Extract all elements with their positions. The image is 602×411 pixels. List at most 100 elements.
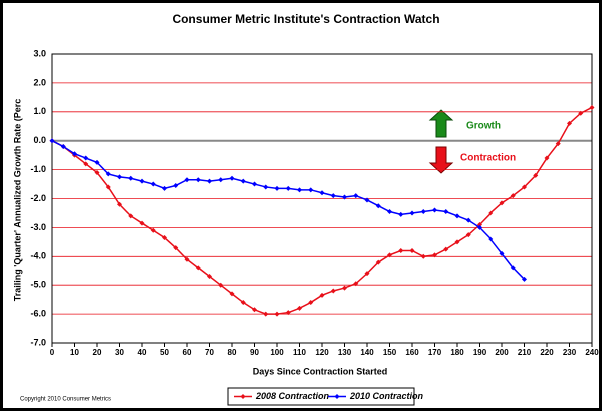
- chart-title: Consumer Metric Institute's Contraction …: [172, 12, 439, 26]
- point: [60, 143, 66, 149]
- point: [285, 185, 291, 191]
- point: [263, 184, 269, 190]
- point: [105, 184, 111, 190]
- y-tick-label: -3.0: [30, 222, 46, 232]
- point: [409, 210, 415, 216]
- point: [195, 177, 201, 183]
- legend: [227, 387, 415, 406]
- x-tick-label: 120: [315, 348, 329, 357]
- contraction-arrow: [428, 146, 454, 174]
- point: [409, 248, 415, 254]
- point: [150, 181, 156, 187]
- point: [454, 213, 460, 219]
- point: [139, 178, 145, 184]
- point: [420, 209, 426, 215]
- x-tick-label: 230: [563, 348, 577, 357]
- point: [533, 172, 539, 178]
- point: [162, 235, 167, 241]
- point: [465, 232, 471, 238]
- point: [218, 177, 224, 183]
- point: [83, 161, 89, 167]
- point: [522, 276, 527, 282]
- point: [443, 246, 449, 252]
- x-tick-label: 60: [183, 348, 192, 357]
- x-tick-label: 70: [205, 348, 214, 357]
- point: [387, 252, 392, 258]
- point: [240, 300, 246, 306]
- point: [342, 194, 347, 200]
- point: [207, 274, 212, 280]
- x-tick-label: 30: [115, 348, 124, 357]
- point: [252, 307, 257, 313]
- x-tick-label: 90: [250, 348, 259, 357]
- legend-label: 2010 Contraction: [349, 391, 424, 401]
- x-tick-label: 210: [518, 348, 532, 357]
- legend-marker: [240, 394, 246, 399]
- point: [364, 271, 370, 277]
- point: [353, 281, 359, 287]
- growth-arrow: [428, 109, 454, 138]
- point: [173, 245, 179, 251]
- point: [477, 224, 482, 230]
- point: [207, 178, 212, 184]
- point: [139, 220, 145, 226]
- point: [105, 171, 111, 177]
- point: [443, 209, 449, 215]
- y-tick-label: -5.0: [30, 280, 46, 290]
- point: [150, 227, 156, 233]
- point: [229, 175, 235, 181]
- point: [218, 282, 224, 288]
- y-tick-label: 0.0: [33, 135, 46, 145]
- point: [398, 248, 404, 254]
- point: [49, 138, 55, 144]
- point: [488, 236, 494, 242]
- point: [240, 178, 246, 184]
- point: [375, 203, 381, 209]
- point: [432, 252, 437, 258]
- legend-label: 2008 Contraction: [255, 391, 330, 401]
- point: [454, 239, 460, 245]
- x-tick-label: 150: [383, 348, 397, 357]
- point: [195, 265, 201, 271]
- y-tick-label: -6.0: [30, 308, 46, 318]
- point: [510, 265, 516, 271]
- x-tick-label: 240: [585, 348, 599, 357]
- point: [522, 184, 527, 190]
- point: [398, 211, 404, 217]
- point: [162, 185, 167, 191]
- x-tick-label: 190: [473, 348, 487, 357]
- point: [387, 209, 392, 215]
- x-tick-label: 10: [70, 348, 79, 357]
- y-tick-label: 2.0: [33, 77, 46, 87]
- point: [342, 285, 347, 291]
- copyright: Copyright 2010 Consumer Metrics: [20, 397, 111, 403]
- point: [308, 300, 314, 306]
- point: [297, 305, 302, 311]
- point: [128, 175, 134, 181]
- annotation: Contraction: [460, 153, 516, 164]
- point: [499, 250, 505, 256]
- x-tick-label: 40: [138, 348, 147, 357]
- point: [432, 207, 437, 213]
- y-axis-label: Trailing 'Quarter' Annualized Growth Rat…: [12, 99, 22, 301]
- legend-marker: [334, 394, 340, 399]
- x-tick-label: 180: [450, 348, 464, 357]
- point: [578, 110, 584, 116]
- point: [375, 259, 381, 265]
- point: [83, 155, 89, 161]
- point: [252, 181, 257, 187]
- x-tick-label: 220: [540, 348, 554, 357]
- point: [353, 193, 359, 199]
- x-tick-label: 100: [270, 348, 284, 357]
- y-tick-label: 3.0: [33, 48, 46, 58]
- point: [567, 120, 572, 126]
- point: [274, 311, 280, 317]
- point: [544, 155, 550, 161]
- point: [420, 253, 426, 259]
- x-tick-label: 110: [293, 348, 306, 357]
- x-tick-label: 50: [160, 348, 169, 357]
- x-tick-label: 80: [228, 348, 237, 357]
